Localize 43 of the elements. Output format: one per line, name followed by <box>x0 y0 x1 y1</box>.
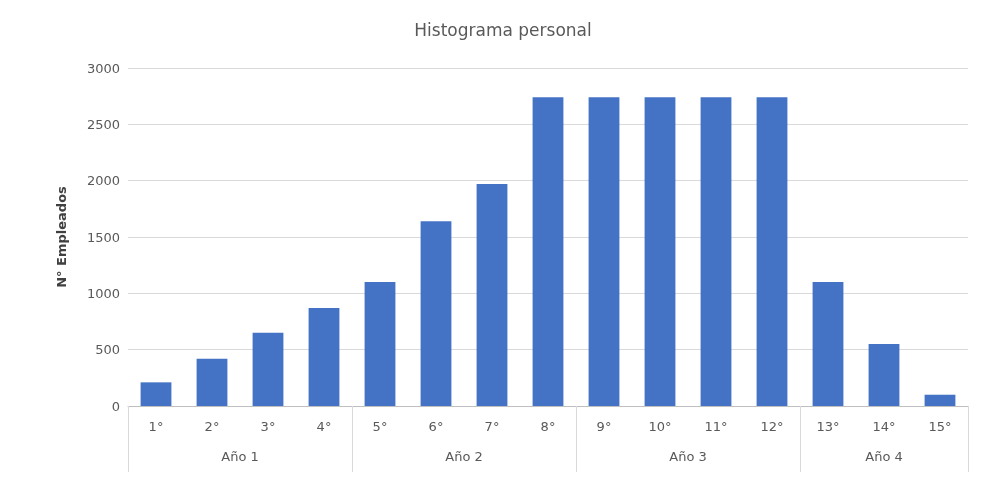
x-tick-label: 7° <box>484 419 500 434</box>
y-tick-label: 2000 <box>86 173 120 189</box>
x-tick-label: 5° <box>372 419 388 434</box>
text: Año 3 <box>669 448 707 464</box>
bar <box>420 221 452 406</box>
x-tick-label: 6° <box>428 419 444 434</box>
x-tick-label: 11° <box>704 419 728 434</box>
x-tick-label: 12° <box>760 419 784 434</box>
text: Año 1 <box>221 448 259 464</box>
bar <box>700 97 732 406</box>
x-tick-label: 4° <box>316 419 332 434</box>
chart-title: Histograma personal <box>414 19 592 40</box>
x-tick-label: 15° <box>928 419 952 434</box>
y-tick-label: 3000 <box>86 60 120 76</box>
x-tick-label: 2° <box>204 419 220 434</box>
bar <box>756 97 788 406</box>
y-axis-title: N° Empleados <box>54 185 69 288</box>
text: Año 4 <box>865 448 903 464</box>
x-tick-label: 3° <box>260 419 276 434</box>
bar <box>308 307 340 406</box>
bar <box>364 282 396 406</box>
y-tick-label: 2500 <box>86 116 120 132</box>
y-tick-label: 1500 <box>86 229 120 245</box>
bar <box>196 358 228 406</box>
x-tick-label: 10° <box>648 419 672 434</box>
x-tick-label: 1° <box>148 419 164 434</box>
bar <box>532 97 564 406</box>
x-tick-label: 8° <box>540 419 556 434</box>
bar <box>252 332 284 406</box>
x-tick-label: 13° <box>816 419 840 434</box>
bar <box>140 382 172 406</box>
text: Año 2 <box>445 448 483 464</box>
bar <box>644 97 676 406</box>
x-tick-label: 14° <box>872 419 896 434</box>
bar <box>588 97 620 406</box>
y-tick-label: 0 <box>111 398 120 414</box>
y-tick-label: 1000 <box>86 285 120 301</box>
bar <box>868 344 900 406</box>
bar <box>812 282 844 406</box>
bar <box>924 394 956 406</box>
x-tick-label: 9° <box>596 419 612 434</box>
y-tick-label: 500 <box>95 342 120 358</box>
bar <box>476 184 508 406</box>
